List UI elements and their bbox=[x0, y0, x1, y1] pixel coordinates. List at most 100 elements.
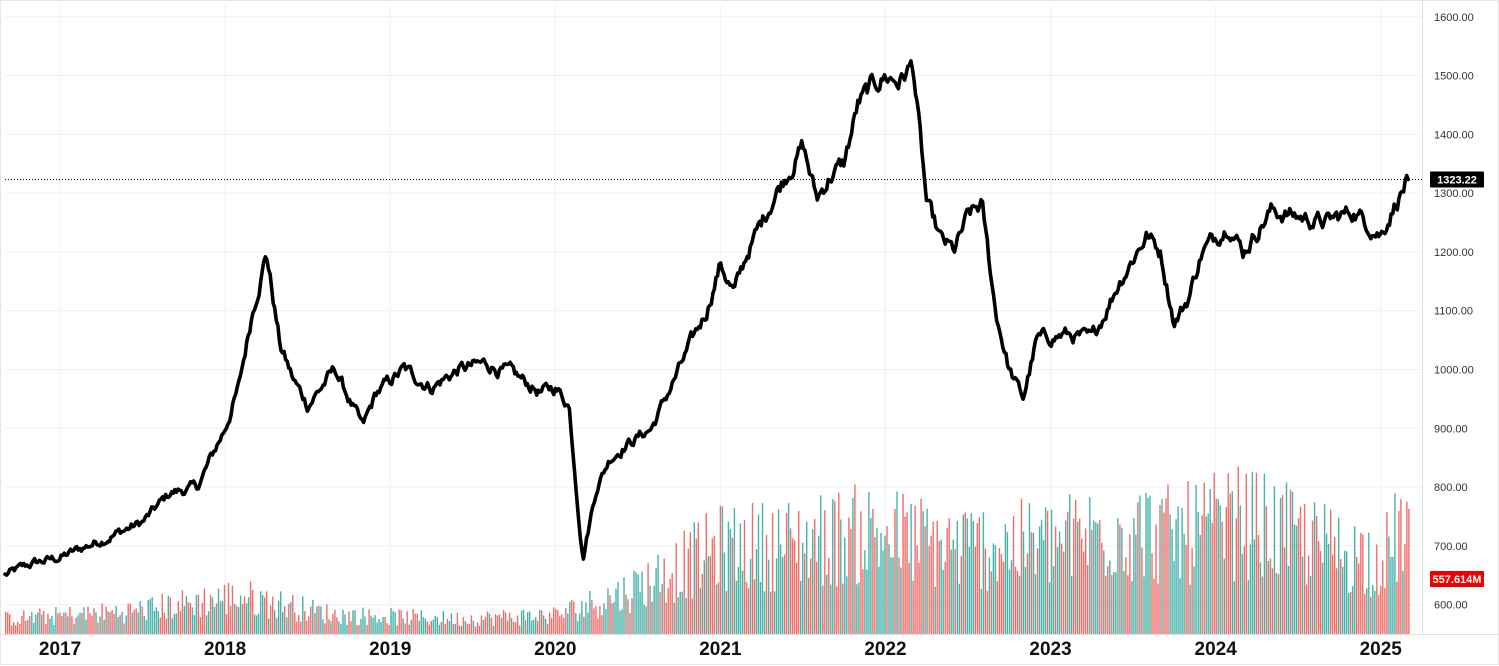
volume-bar bbox=[71, 616, 73, 634]
volume-bar bbox=[639, 592, 641, 634]
volume-bar bbox=[516, 615, 519, 634]
volume-bar bbox=[135, 608, 137, 634]
volume-bar bbox=[75, 617, 77, 634]
volume-bar bbox=[900, 567, 902, 634]
volume-bar bbox=[703, 560, 705, 634]
volume-bar bbox=[697, 522, 699, 634]
volume-bar bbox=[7, 612, 9, 634]
volume-bar bbox=[372, 617, 374, 634]
volume-bar bbox=[777, 509, 780, 634]
volume-bar bbox=[73, 623, 75, 634]
volume-bar bbox=[741, 570, 744, 634]
volume-bar bbox=[1117, 518, 1119, 634]
volume-bar bbox=[1193, 566, 1195, 634]
volume-bar bbox=[1203, 482, 1205, 634]
volume-bar bbox=[1125, 557, 1127, 634]
volume-bar bbox=[553, 607, 555, 634]
volume-bar bbox=[657, 554, 659, 634]
last-price-badge: 1323.22 bbox=[1430, 171, 1484, 188]
volume-bar bbox=[1386, 512, 1388, 634]
volume-bar bbox=[79, 612, 81, 634]
volume-bar bbox=[775, 558, 778, 634]
volume-bar bbox=[541, 610, 543, 634]
volume-bar bbox=[565, 608, 567, 634]
volume-bar bbox=[1143, 576, 1145, 634]
volume-bar bbox=[155, 607, 157, 634]
volume-bar bbox=[567, 613, 569, 634]
volume-bar bbox=[358, 625, 360, 634]
volume-bar bbox=[1175, 519, 1177, 634]
volume-bar bbox=[1354, 526, 1356, 634]
volume-bar bbox=[659, 591, 661, 634]
y-tick-label: 600.00 bbox=[1434, 600, 1468, 612]
volume-bar bbox=[787, 503, 790, 634]
volume-bar bbox=[191, 607, 194, 634]
volume-bar bbox=[908, 563, 910, 634]
volume-bar bbox=[85, 619, 87, 634]
volume-bar bbox=[1211, 522, 1213, 634]
volume-bar bbox=[123, 623, 125, 634]
volume-bar bbox=[53, 624, 55, 634]
volume-bar bbox=[547, 623, 549, 634]
volume-bar bbox=[225, 614, 228, 634]
volume-bar bbox=[1048, 582, 1051, 634]
y-tick-label: 700.00 bbox=[1434, 541, 1468, 553]
volume-bar bbox=[197, 594, 200, 634]
volume-bar bbox=[1330, 509, 1332, 634]
volume-bar bbox=[1358, 563, 1360, 634]
volume-bar bbox=[1054, 526, 1057, 634]
volume-bar bbox=[828, 557, 830, 634]
volume-bar bbox=[255, 615, 258, 634]
volume-bar bbox=[635, 572, 637, 634]
volume-bar bbox=[460, 625, 463, 634]
volume-bar bbox=[868, 491, 870, 634]
volume-bar bbox=[1247, 580, 1249, 634]
volume-bar bbox=[109, 612, 111, 634]
volume-bar bbox=[852, 497, 854, 634]
volume-bar bbox=[1137, 502, 1139, 634]
volume-bar bbox=[1362, 534, 1364, 634]
volume-bar bbox=[187, 602, 190, 634]
volume-bar bbox=[446, 618, 449, 634]
volume-bar bbox=[934, 586, 936, 634]
volume-bar bbox=[930, 535, 932, 634]
volume-bar bbox=[1360, 532, 1362, 634]
volume-bar bbox=[496, 615, 499, 634]
x-tick-label: 2023 bbox=[1029, 639, 1071, 660]
volume-bar bbox=[362, 607, 364, 634]
volume-bar bbox=[1115, 572, 1117, 634]
volume-bar bbox=[406, 611, 408, 634]
volume-bar bbox=[478, 625, 481, 634]
volume-bar bbox=[876, 528, 878, 634]
volume-bar bbox=[948, 518, 950, 634]
volume-bar bbox=[151, 596, 153, 634]
volume-bar bbox=[354, 610, 356, 634]
volume-bar bbox=[458, 625, 461, 634]
volume-bar bbox=[537, 620, 539, 634]
volume-bar bbox=[1171, 529, 1173, 634]
volume-bar bbox=[583, 616, 585, 634]
volume-bar bbox=[757, 514, 760, 634]
volume-bar bbox=[663, 558, 665, 634]
price-series-line bbox=[3, 59, 1410, 577]
volume-bar bbox=[850, 528, 852, 634]
volume-bar bbox=[241, 604, 244, 634]
volume-bar bbox=[864, 550, 866, 634]
volume-bar bbox=[1299, 506, 1302, 634]
volume-bar bbox=[1281, 495, 1284, 634]
volume-bar bbox=[1344, 550, 1346, 634]
volume-bar bbox=[1165, 498, 1167, 634]
volume-bar bbox=[239, 595, 242, 634]
volume-bar bbox=[986, 590, 989, 634]
volume-bar bbox=[1307, 555, 1310, 634]
volume-bar bbox=[988, 557, 991, 634]
volume-bar bbox=[69, 606, 71, 634]
volume-bar bbox=[1169, 514, 1171, 634]
volume-bar bbox=[143, 616, 145, 634]
volume-bar bbox=[346, 624, 348, 634]
volume-bar bbox=[677, 597, 679, 634]
volume-bar bbox=[161, 593, 163, 634]
volume-bar bbox=[661, 584, 663, 634]
